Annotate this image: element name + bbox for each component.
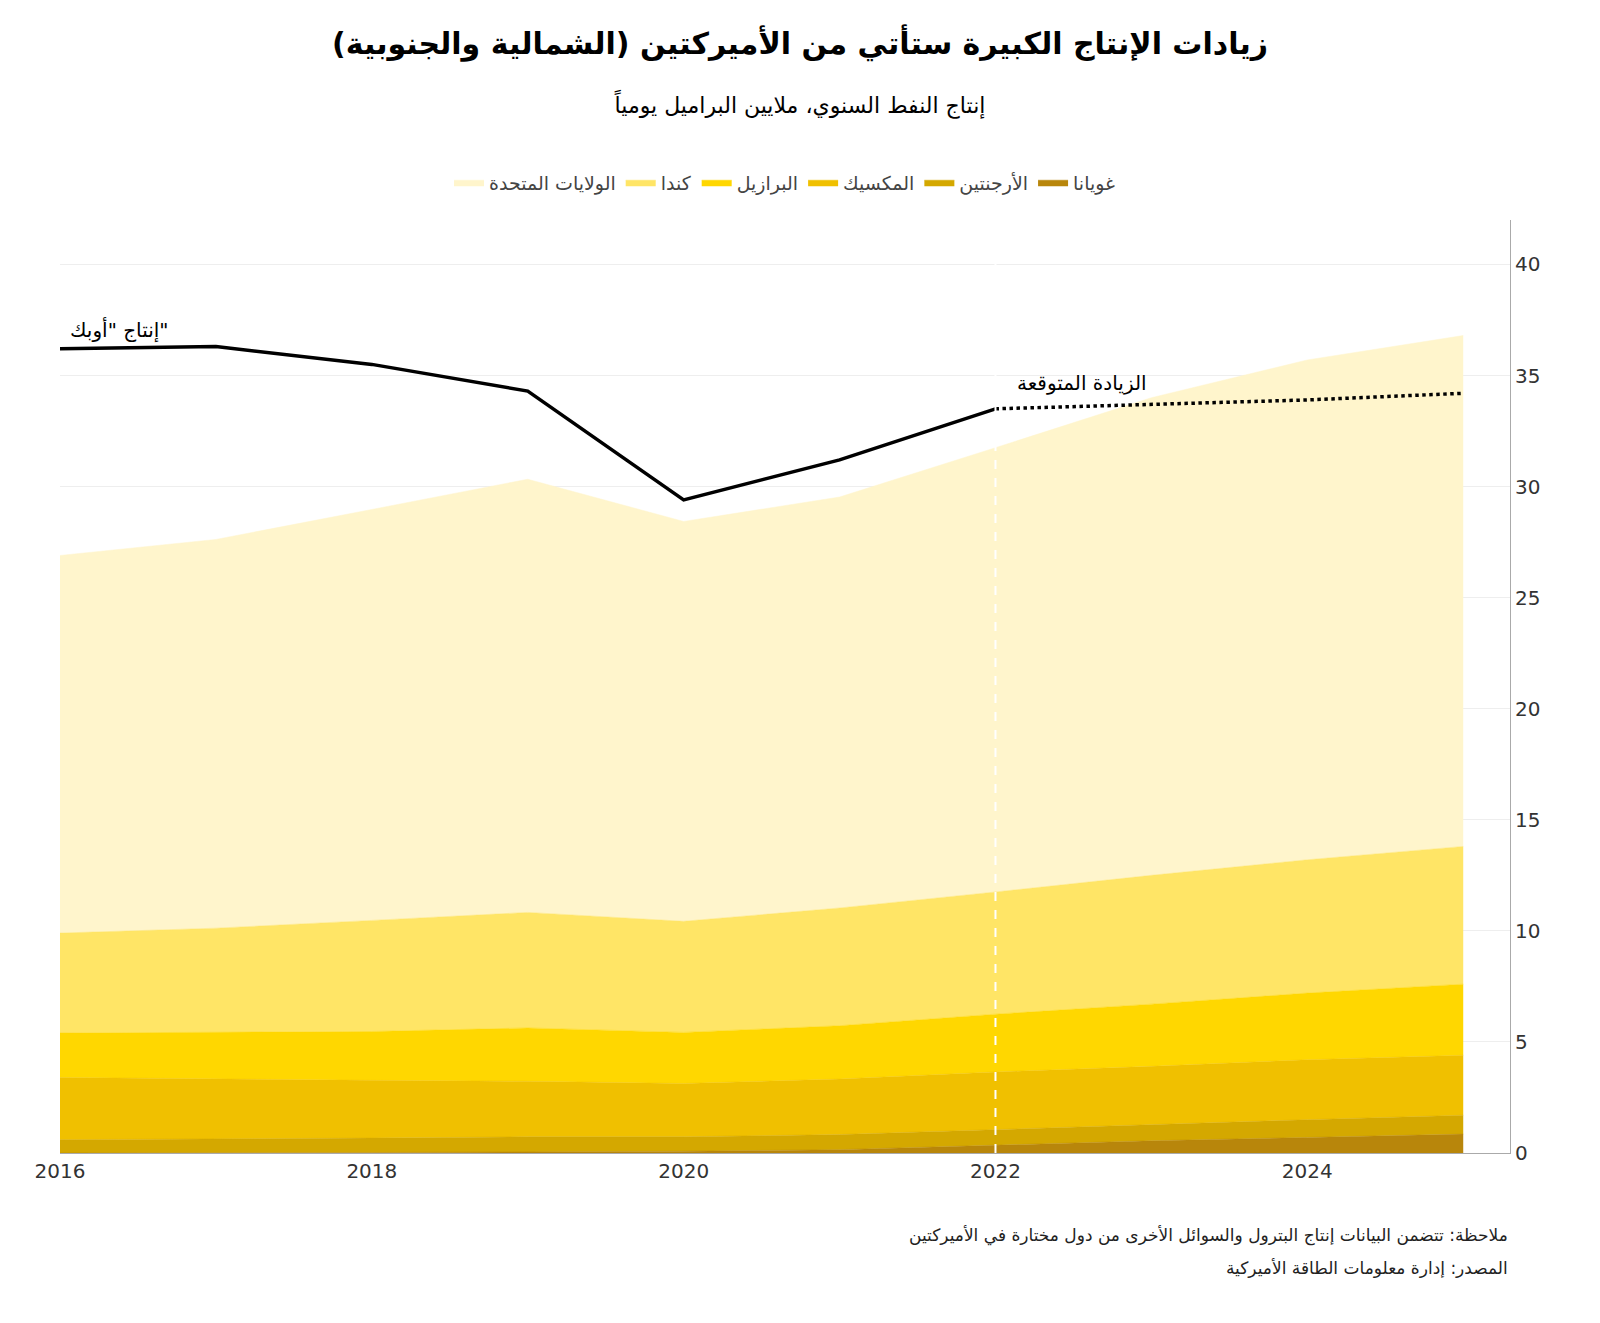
svg-text:المكسيك: المكسيك — [843, 172, 914, 194]
svg-text:2016: 2016 — [35, 1159, 86, 1183]
svg-text:2020: 2020 — [658, 1159, 709, 1183]
svg-text:40: 40 — [1515, 252, 1540, 276]
svg-text:المصدر: إدارة معلومات الطاقة ا: المصدر: إدارة معلومات الطاقة الأميركية — [1226, 1258, 1508, 1278]
svg-text:ملاحظة: تتضمن البيانات إنتاج ا: ملاحظة: تتضمن البيانات إنتاج البترول وال… — [909, 1225, 1508, 1246]
svg-text:الولايات المتحدة: الولايات المتحدة — [489, 172, 616, 195]
svg-text:الزيادة المتوقعة: الزيادة المتوقعة — [1017, 371, 1147, 395]
svg-text:إنتاج النفط السنوي، ملايين الب: إنتاج النفط السنوي، ملايين البراميل يومي… — [614, 89, 985, 119]
svg-text:الأرجنتين: الأرجنتين — [959, 172, 1028, 195]
svg-text:زيادات الإنتاج الكبيرة ستأتي م: زيادات الإنتاج الكبيرة ستأتي من الأميركت… — [332, 24, 1268, 62]
svg-text:2022: 2022 — [970, 1159, 1021, 1183]
svg-text:10: 10 — [1515, 919, 1540, 943]
svg-text:غويانا: غويانا — [1073, 172, 1115, 195]
svg-text:0: 0 — [1515, 1141, 1528, 1165]
svg-text:15: 15 — [1515, 808, 1540, 832]
svg-text:5: 5 — [1515, 1030, 1528, 1054]
svg-text:2024: 2024 — [1282, 1159, 1333, 1183]
svg-text:إنتاج "أوبك": إنتاج "أوبك" — [70, 317, 169, 343]
svg-text:25: 25 — [1515, 586, 1540, 610]
svg-text:2018: 2018 — [346, 1159, 397, 1183]
svg-text:35: 35 — [1515, 364, 1540, 388]
svg-text:20: 20 — [1515, 697, 1540, 721]
svg-text:البرازيل: البرازيل — [737, 172, 798, 195]
svg-text:30: 30 — [1515, 475, 1540, 499]
svg-text:كندا: كندا — [661, 172, 692, 194]
